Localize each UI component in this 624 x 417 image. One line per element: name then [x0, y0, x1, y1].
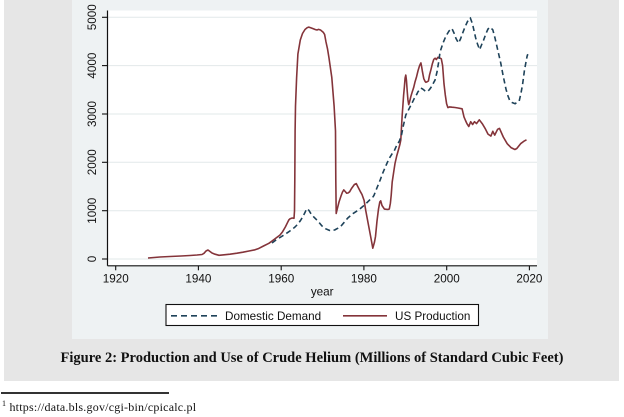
svg-text:3000: 3000 [86, 101, 99, 128]
svg-text:1980: 1980 [351, 272, 378, 285]
svg-text:1000: 1000 [86, 197, 99, 224]
svg-text:1960: 1960 [268, 272, 295, 285]
svg-text:Domestic Demand: Domestic Demand [225, 310, 321, 323]
svg-text:1940: 1940 [185, 272, 212, 285]
svg-text:0: 0 [86, 255, 99, 262]
svg-text:2000: 2000 [434, 272, 461, 285]
svg-text:4000: 4000 [86, 52, 99, 79]
svg-text:1920: 1920 [103, 272, 130, 285]
svg-text:2020: 2020 [516, 272, 543, 285]
svg-text:5000: 5000 [86, 4, 99, 31]
svg-text:2000: 2000 [86, 149, 99, 176]
svg-text:US Production: US Production [395, 310, 470, 323]
svg-text:year: year [311, 286, 334, 299]
